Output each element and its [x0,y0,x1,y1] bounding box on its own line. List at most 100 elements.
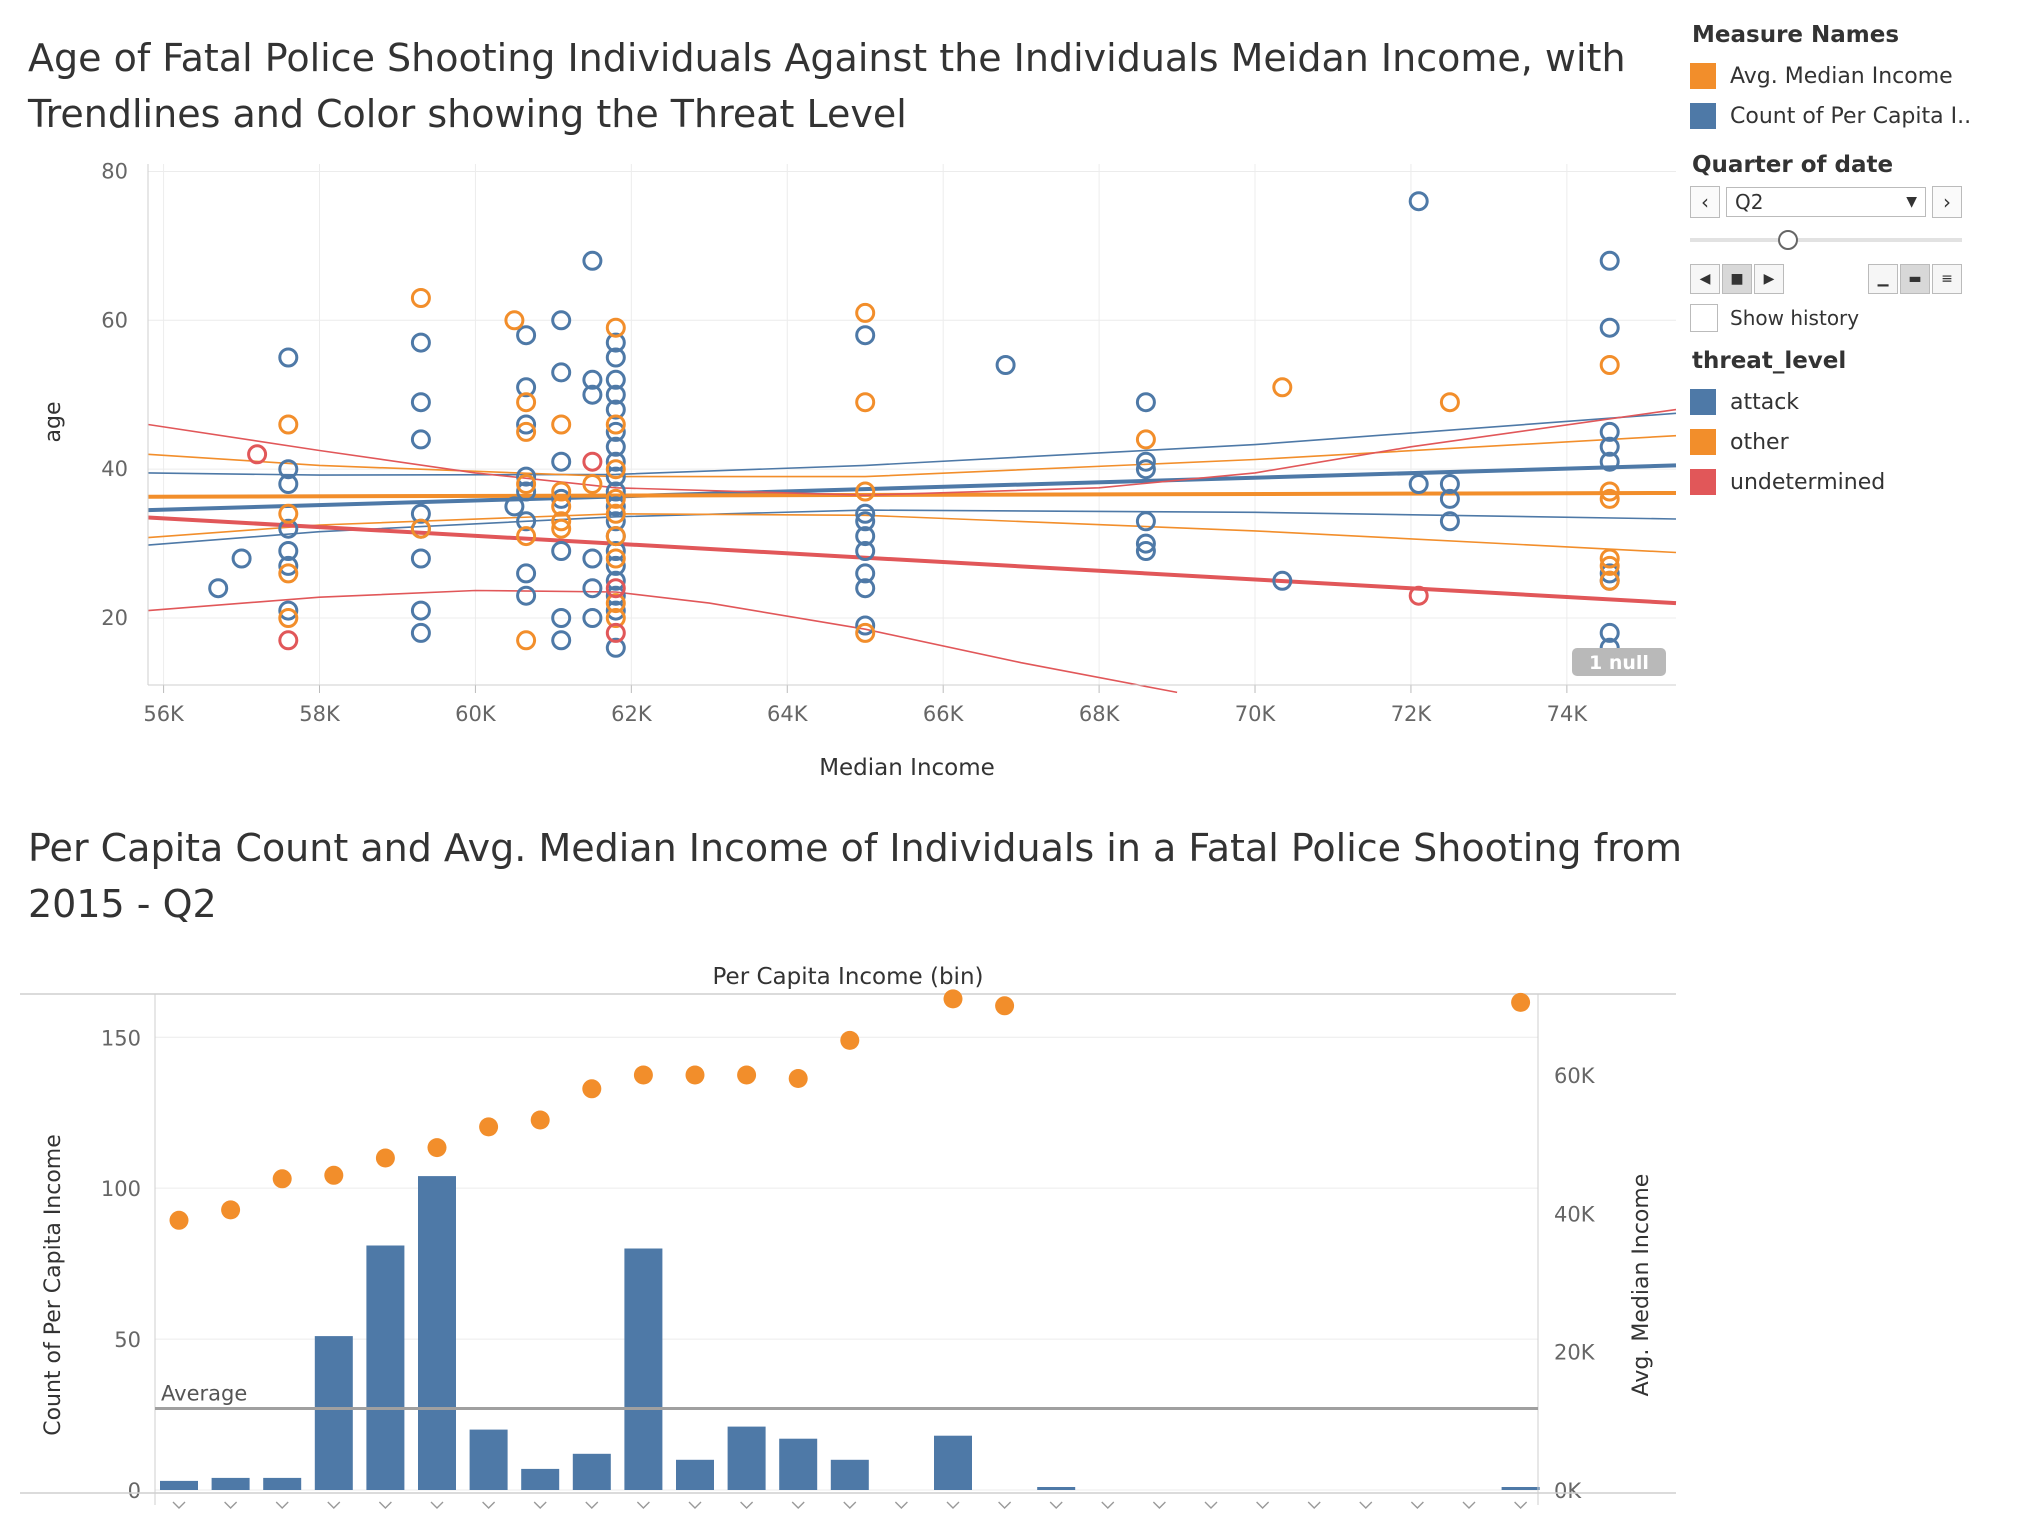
play-forward-icon[interactable]: ▶ [1754,264,1784,294]
point-attack [208,578,229,599]
point-undetermined [278,630,299,651]
point-attack [231,548,252,569]
bin-tick-icon [688,1501,702,1509]
bar [211,1477,250,1490]
bin-tick-icon [327,1501,341,1509]
point-undetermined [1408,585,1429,606]
quarter-filter: ‹ Q2 ▼ › [1690,186,2010,218]
threat-level-heading: threat_level [1692,348,1847,374]
x-tick-label: 72K [1391,702,1433,726]
point-other [1439,392,1460,413]
point-attack [516,377,537,398]
point-attack [582,608,603,628]
chevron-right-icon[interactable]: › [1932,186,1962,218]
point-other [278,414,299,435]
point-other [551,518,572,539]
point-attack [605,369,626,390]
point-attack [551,488,572,509]
red-swatch [1690,469,1716,495]
x-axis-title: Median Income [819,755,995,781]
bar [263,1477,302,1490]
y-tick-label: 60 [101,308,128,332]
bin-tick-icon [533,1501,547,1509]
bin-tick-icon [1049,1501,1063,1509]
avg-median-dot [840,1030,860,1050]
x-tick-label: 70K [1235,702,1277,726]
legend-item-avg-median-income[interactable]: Avg. Median Income [1690,56,2010,96]
measure-names-heading: Measure Names [1692,22,1900,48]
quarter-slider[interactable] [1690,228,1962,252]
age-vs-income-scatter[interactable]: 56K 58K 60K 62K 64K 66K 68K 70K 72K 74K 20 40 60 80 1… [0,150,1680,790]
point-attack [855,563,876,584]
y2-tick-label: 0K [1554,1479,1582,1503]
point-attack [278,600,299,621]
show-history-toggle[interactable]: Show history [1690,304,2010,332]
playback-controls: ◀ ■ ▶ ▁ ▬ ≡ [1690,264,1962,294]
quarter-dropdown[interactable]: Q2 ▼ [1726,187,1926,217]
point-attack [516,414,537,435]
point-attack [1599,250,1620,271]
legend-item-count-per-capita[interactable]: Count of Per Capita I.. [1690,96,2010,136]
point-attack [855,526,876,547]
x-tick-label: 68K [1079,702,1121,726]
avg-median-dot [375,1148,395,1168]
point-attack [855,615,876,636]
x-axis-title: Per Capita Income (bin) [713,964,984,990]
point-attack [410,548,431,569]
point-attack [1599,421,1620,442]
bar [676,1459,714,1490]
point-attack [1135,451,1156,472]
bar [160,1480,198,1490]
point-other [516,421,537,442]
speed-medium-icon[interactable]: ▬ [1900,264,1930,294]
point-attack [278,474,299,494]
stop-icon[interactable]: ■ [1722,264,1752,294]
point-attack [1135,541,1156,561]
point-attack [1599,563,1620,584]
point-attack [1135,392,1156,413]
point-attack [1599,436,1620,457]
speed-slow-icon[interactable]: ▁ [1868,264,1898,294]
point-attack [516,325,537,346]
point-other [605,548,626,569]
y-tick-label: 50 [114,1328,141,1352]
legend-item-undetermined[interactable]: undetermined [1690,462,2010,502]
speed-fast-icon[interactable]: ≡ [1932,264,1962,294]
show-history-checkbox[interactable] [1690,304,1718,332]
point-attack [605,481,626,502]
point-attack [1439,511,1460,532]
per-capita-dual-axis-chart[interactable]: Per Capita Income (bin) 0 50 100 150 0K 20K 40… [0,950,1680,1524]
blue-swatch [1690,103,1716,129]
point-attack [516,563,537,584]
slider-knob[interactable] [1778,230,1798,250]
trendline-attack-fit [147,463,1677,513]
point-attack [582,384,603,405]
legend-item-attack[interactable]: attack [1690,382,2010,422]
x-tick-label: 56K [143,702,185,726]
point-attack [605,600,626,621]
quarter-value: Q2 [1735,190,1764,214]
chevron-left-icon[interactable]: ‹ [1690,186,1720,218]
point-attack [410,622,431,643]
point-attack [1135,511,1156,532]
y2-tick-label: 40K [1554,1202,1596,1226]
bin-tick-icon [1101,1501,1115,1509]
legend-item-other[interactable]: other [1690,422,2010,462]
point-other [516,474,537,494]
point-other [605,317,626,338]
svg-text:1 null: 1 null [1589,652,1649,674]
null-badge[interactable]: 1 null [1572,648,1666,676]
bin-tick-icon [482,1501,496,1509]
legend-label: undetermined [1730,469,1886,495]
point-other [516,392,537,413]
average-reference-label: Average [161,1382,247,1406]
point-attack [504,496,525,517]
point-other [278,608,299,628]
point-other [504,310,525,331]
bin-tick-icon [1152,1501,1166,1509]
avg-median-dot [685,1065,705,1085]
point-other [1599,570,1620,591]
point-other [551,481,572,502]
play-backward-icon[interactable]: ◀ [1690,264,1720,294]
blue-swatch [1690,389,1716,415]
